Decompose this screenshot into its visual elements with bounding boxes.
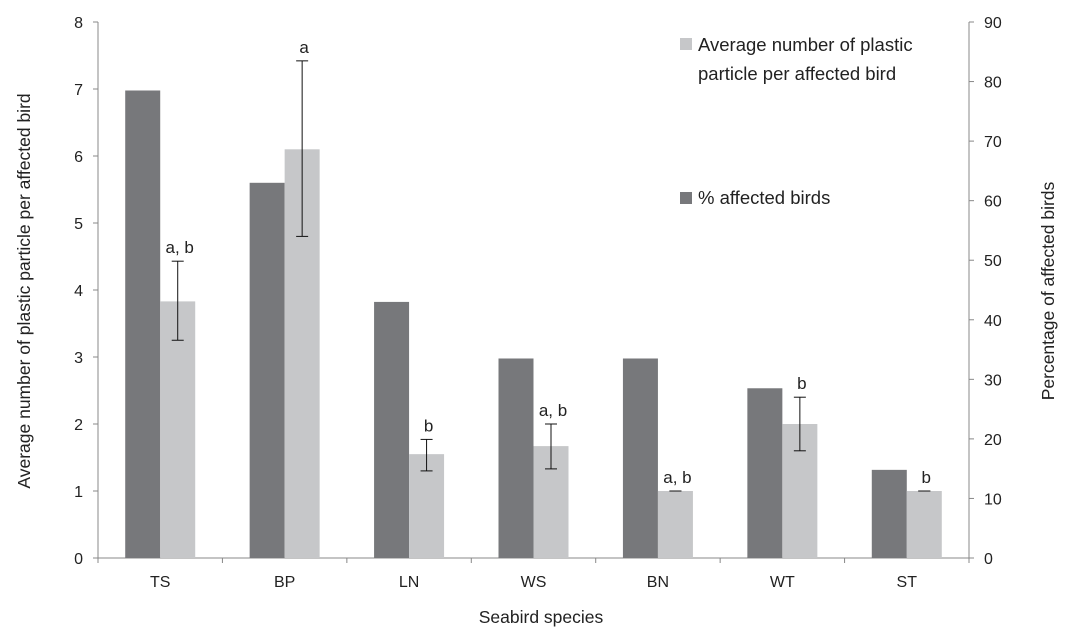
bar-avg-particles-st xyxy=(906,491,942,558)
right-tick-label: 70 xyxy=(984,134,1002,151)
x-tick-label-st: ST xyxy=(897,574,918,591)
x-tick-label-wt: WT xyxy=(770,574,795,591)
significance-labels: a, b a b a, b a, b b b xyxy=(166,38,931,487)
significance-label-ts: a, b xyxy=(166,238,194,257)
left-tick-label: 1 xyxy=(74,484,83,501)
left-tick-label: 7 xyxy=(74,82,83,99)
bar-pct-affected-st xyxy=(871,469,907,558)
right-tick-label: 50 xyxy=(984,253,1002,270)
right-tick-label: 30 xyxy=(984,372,1002,389)
significance-label-wt: b xyxy=(797,374,806,393)
error-bar-ts xyxy=(171,260,184,341)
right-axis-title: Percentage of affected birds xyxy=(1038,181,1058,400)
bar-pct-affected-ws xyxy=(498,358,534,558)
bar-pct-affected-ln xyxy=(374,301,410,558)
x-tick-label-ln: LN xyxy=(399,574,419,591)
bar-avg-particles-ln xyxy=(409,454,445,558)
legend-label-pct-affected: % affected birds xyxy=(698,187,830,208)
bar-pct-affected-bn xyxy=(622,358,658,558)
right-tick-label: 10 xyxy=(984,491,1002,508)
legend-label-avg-particles-line1: Average number of plastic xyxy=(698,34,913,55)
left-tick-label: 8 xyxy=(74,15,83,32)
legend-swatch-avg-particles xyxy=(680,38,692,50)
right-tick-label: 60 xyxy=(984,194,1002,211)
right-tick-label: 0 xyxy=(984,551,993,568)
error-bar-ws xyxy=(545,423,557,470)
bars xyxy=(125,90,942,559)
x-tick-label-bn: BN xyxy=(647,574,669,591)
significance-label-ln: b xyxy=(424,416,433,435)
right-tick-label: 90 xyxy=(984,15,1002,32)
left-tick-label: 2 xyxy=(74,417,83,434)
bar-pct-affected-bp xyxy=(249,182,285,559)
legend: Average number of plastic particle per a… xyxy=(680,34,913,208)
legend-label-avg-particles-line2: particle per affected bird xyxy=(698,63,896,84)
bar-avg-particles-bn xyxy=(657,491,693,558)
significance-label-ws: a, b xyxy=(539,401,567,420)
left-tick-label: 6 xyxy=(74,149,83,166)
error-bars xyxy=(171,60,931,492)
left-axis-title: Average number of plastic particle per a… xyxy=(14,93,34,488)
significance-label-st: b xyxy=(922,468,931,487)
error-bar-wt xyxy=(793,396,806,452)
x-axis-title: Seabird species xyxy=(479,607,604,627)
x-tick-labels: TS BP LN WS BN WT ST xyxy=(150,574,917,591)
significance-label-bn: a, b xyxy=(663,468,691,487)
x-tick-label-ws: WS xyxy=(521,574,547,591)
right-tick-label: 80 xyxy=(984,75,1002,92)
error-bar-bp xyxy=(296,60,309,237)
right-tick-label: 20 xyxy=(984,432,1002,449)
bar-pct-affected-ts xyxy=(125,90,161,558)
legend-swatch-pct-affected xyxy=(680,192,692,204)
right-tick-label: 40 xyxy=(984,313,1002,330)
left-tick-label: 5 xyxy=(74,216,83,233)
left-tick-label: 3 xyxy=(74,350,83,367)
bar-pct-affected-wt xyxy=(747,388,783,558)
bar-avg-particles-ts xyxy=(160,301,196,558)
x-tick-label-ts: TS xyxy=(150,574,170,591)
x-tick-label-bp: BP xyxy=(274,574,295,591)
significance-label-bp: a xyxy=(299,38,309,57)
left-tick-label: 0 xyxy=(74,551,83,568)
error-bar-ln xyxy=(420,438,433,472)
left-tick-label: 4 xyxy=(74,283,83,300)
